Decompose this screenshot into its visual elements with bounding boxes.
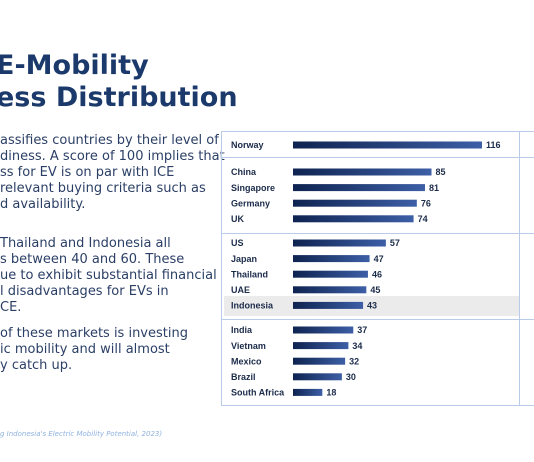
value-label-brazil: 30: [346, 372, 356, 382]
category-label-china: China: [231, 167, 257, 177]
source-note: g Indonesia's Electric Mobility Potentia…: [0, 430, 163, 438]
paragraph-line: l disadvantages for EVs in: [0, 284, 169, 299]
page-title: E-Mobility ess Distribution: [0, 50, 296, 114]
group-separator: [222, 233, 534, 234]
value-label-china: 85: [435, 167, 445, 177]
bar-south-africa: [293, 388, 323, 396]
paragraph-line: y catch up.: [0, 358, 73, 373]
bar-japan: [293, 255, 370, 263]
category-label-india: India: [231, 325, 253, 335]
category-label-uae: UAE: [231, 285, 250, 295]
bar-thailand: [293, 270, 368, 278]
paragraph-line: s between 40 and 60. These: [0, 252, 185, 267]
group-separator: [222, 319, 534, 320]
value-label-mexico: 32: [349, 356, 359, 366]
category-label-south-africa: South Africa: [231, 388, 285, 398]
bar-brazil: [293, 373, 342, 381]
category-label-norway: Norway: [231, 140, 264, 150]
value-label-uae: 45: [370, 285, 380, 295]
value-label-us: 57: [390, 238, 400, 248]
bar-vietnam: [293, 342, 349, 350]
bar-indonesia: [293, 301, 364, 309]
bar-uae: [293, 286, 367, 294]
category-label-brazil: Brazil: [231, 372, 256, 382]
chart-right-divider: [519, 131, 520, 406]
paragraph-line: ue to exhibit substantial financial: [0, 268, 217, 283]
category-label-us: US: [231, 238, 244, 248]
value-label-indonesia: 43: [367, 301, 377, 311]
bar-singapore: [293, 184, 425, 192]
category-label-indonesia: Indonesia: [231, 301, 274, 311]
paragraph-line: Thailand and Indonesia all: [0, 236, 171, 251]
group-separator: [222, 157, 534, 158]
category-label-vietnam: Vietnam: [231, 341, 266, 351]
bar-china: [293, 168, 432, 176]
category-label-singapore: Singapore: [231, 183, 275, 193]
bar-india: [293, 326, 354, 334]
value-label-india: 37: [357, 325, 367, 335]
value-label-singapore: 81: [429, 183, 439, 193]
paragraph-markets: Thailand and Indonesia all s between 40 …: [0, 236, 217, 316]
bar-uk: [293, 215, 414, 223]
value-label-japan: 47: [374, 254, 384, 264]
highlight-row-indonesia: [224, 296, 519, 316]
title-line-1: E-Mobility: [0, 50, 149, 81]
paragraph-line: CE.: [0, 300, 22, 315]
chart-frame: [221, 131, 534, 406]
value-label-vietnam: 34: [352, 341, 362, 351]
category-label-mexico: Mexico: [231, 356, 262, 366]
value-label-thailand: 46: [372, 269, 382, 279]
category-label-japan: Japan: [231, 254, 257, 264]
paragraph-readiness: assifies countries by their level of din…: [0, 133, 225, 213]
bar-us: [293, 239, 386, 247]
paragraph-line: relevant buying criteria such as: [0, 181, 206, 196]
paragraph-line: ic mobility and will almost: [0, 342, 170, 357]
paragraph-line: assifies countries by their level of: [0, 133, 219, 148]
title-line-2: ess Distribution: [0, 82, 238, 113]
bar-germany: [293, 199, 417, 207]
category-label-thailand: Thailand: [231, 269, 268, 279]
value-label-germany: 76: [421, 198, 431, 208]
category-label-germany: Germany: [231, 198, 270, 208]
paragraph-line: of these markets is investing: [0, 326, 188, 341]
value-label-south-africa: 18: [326, 388, 336, 398]
bar-norway: [293, 141, 482, 149]
value-label-uk: 74: [418, 214, 428, 224]
paragraph-investing: of these markets is investing ic mobilit…: [0, 326, 215, 374]
paragraph-line: ss for EV is on par with ICE: [0, 165, 175, 180]
paragraph-line: d availability.: [0, 197, 86, 212]
paragraph-line: diness. A score of 100 implies that: [0, 149, 225, 164]
bar-mexico: [293, 357, 346, 365]
value-label-norway: 116: [486, 140, 501, 150]
category-label-uk: UK: [231, 214, 244, 224]
